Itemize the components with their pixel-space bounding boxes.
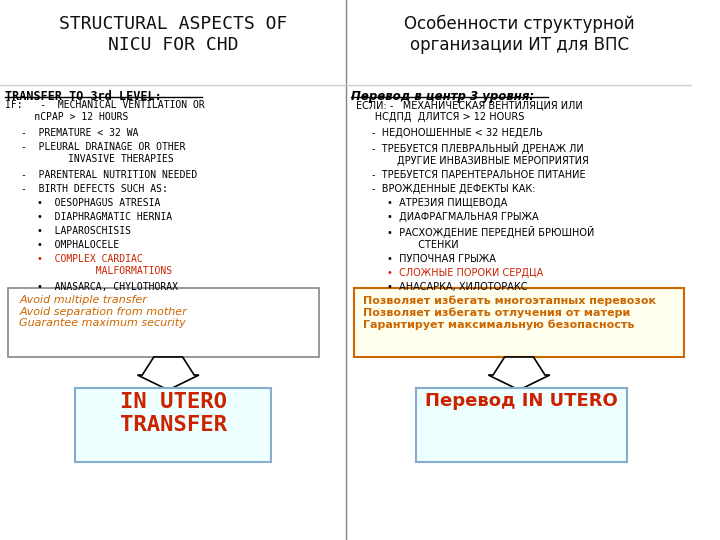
Text: •  СЛОЖНЫЕ ПОРОКИ СЕРДЦА: • СЛОЖНЫЕ ПОРОКИ СЕРДЦА (387, 268, 544, 278)
Text: TRANSFER TO 3rd LEVEL:: TRANSFER TO 3rd LEVEL: (5, 90, 161, 103)
Text: Avoid multiple transfer
Avoid separation from mother
Guarantee maximum security: Avoid multiple transfer Avoid separation… (19, 295, 187, 328)
Text: •  COMPLEX CARDIAC
          MALFORMATIONS: • COMPLEX CARDIAC MALFORMATIONS (37, 254, 171, 275)
Text: -  ТРЕБУЕТСЯ ПЛЕВРАЛЬНЫЙ ДРЕНАЖ ЛИ
        ДРУГИЕ ИНВАЗИВНЫЕ МЕРОПРИЯТИЯ: - ТРЕБУЕТСЯ ПЛЕВРАЛЬНЫЙ ДРЕНАЖ ЛИ ДРУГИЕ… (372, 142, 589, 166)
Text: -  ВРОЖДЕННЫЕ ДЕФЕКТЫ КАК:: - ВРОЖДЕННЫЕ ДЕФЕКТЫ КАК: (372, 184, 536, 194)
Text: -  ТРЕБУЕТСЯ ПАРЕНТЕРАЛЬНОЕ ПИТАНИЕ: - ТРЕБУЕТСЯ ПАРЕНТЕРАЛЬНОЕ ПИТАНИЕ (372, 170, 585, 180)
Text: •  LAPAROSCHISIS: • LAPAROSCHISIS (37, 226, 130, 236)
Text: •  ДИАФРАГМАЛЬНАЯ ГРЫЖА: • ДИАФРАГМАЛЬНАЯ ГРЫЖА (387, 212, 539, 222)
FancyBboxPatch shape (75, 388, 271, 462)
Text: -  PARENTERAL NUTRITION NEEDED: - PARENTERAL NUTRITION NEEDED (21, 170, 197, 180)
Text: Особенности структурной
организации ИТ для ВПС: Особенности структурной организации ИТ д… (404, 15, 634, 54)
Text: STRUCTURAL ASPECTS OF
NICU FOR CHD: STRUCTURAL ASPECTS OF NICU FOR CHD (59, 15, 287, 54)
Text: •  ANASARCA, CHYLOTHORAX: • ANASARCA, CHYLOTHORAX (37, 282, 178, 292)
Text: •  АТРЕЗИЯ ПИЩЕВОДА: • АТРЕЗИЯ ПИЩЕВОДА (387, 198, 508, 208)
Text: -  BIRTH DEFECTS SUCH AS:: - BIRTH DEFECTS SUCH AS: (21, 184, 168, 194)
Text: IN UTERO
TRANSFER: IN UTERO TRANSFER (120, 392, 227, 435)
Text: Перевод в центр 3 уровня:: Перевод в центр 3 уровня: (351, 90, 534, 103)
Text: •  ПУПОЧНАЯ ГРЫЖА: • ПУПОЧНАЯ ГРЫЖА (387, 254, 496, 264)
FancyBboxPatch shape (416, 388, 626, 462)
FancyBboxPatch shape (8, 288, 319, 357)
Text: •  АНАСАРКА, ХИЛОТОРАКС: • АНАСАРКА, ХИЛОТОРАКС (387, 282, 528, 292)
Polygon shape (138, 357, 199, 390)
Text: Перевод IN UTERO: Перевод IN UTERO (425, 392, 617, 410)
Text: -  НЕДОНОШЕННЫЕ < 32 НЕДЕЛЬ: - НЕДОНОШЕННЫЕ < 32 НЕДЕЛЬ (372, 128, 543, 138)
Text: •  РАСХОЖДЕНИЕ ПЕРЕДНЕЙ БРЮШНОЙ
          СТЕНКИ: • РАСХОЖДЕНИЕ ПЕРЕДНЕЙ БРЮШНОЙ СТЕНКИ (387, 226, 595, 249)
FancyBboxPatch shape (354, 288, 685, 357)
Text: •  OESOPHAGUS ATRESIA: • OESOPHAGUS ATRESIA (37, 198, 160, 208)
Text: •  OMPHALOCELE: • OMPHALOCELE (37, 240, 119, 250)
Text: -  PLEURAL DRAINAGE OR OTHER
        INVASIVE THERAPIES: - PLEURAL DRAINAGE OR OTHER INVASIVE THE… (21, 142, 186, 164)
Text: •  DIAPHRAGMATIC HERNIA: • DIAPHRAGMATIC HERNIA (37, 212, 171, 222)
Text: ЕСЛИ: -   МЕХАНИЧЕСКАЯ ВЕНТИЛЯЦИЯ ИЛИ
      НСДПД  ДЛИТСЯ > 12 HOURS: ЕСЛИ: - МЕХАНИЧЕСКАЯ ВЕНТИЛЯЦИЯ ИЛИ НСДП… (356, 100, 582, 122)
Text: Позволяет избегать многоэтапных перевозок
Позволяет избегать отлучения от матери: Позволяет избегать многоэтапных перевозо… (364, 295, 657, 330)
Text: IF:   -  MECHANICAL VENTILATION OR
     nCPAP > 12 HOURS: IF: - MECHANICAL VENTILATION OR nCPAP > … (5, 100, 204, 122)
Text: -  PREMATURE < 32 WA: - PREMATURE < 32 WA (21, 128, 139, 138)
Polygon shape (488, 357, 550, 390)
